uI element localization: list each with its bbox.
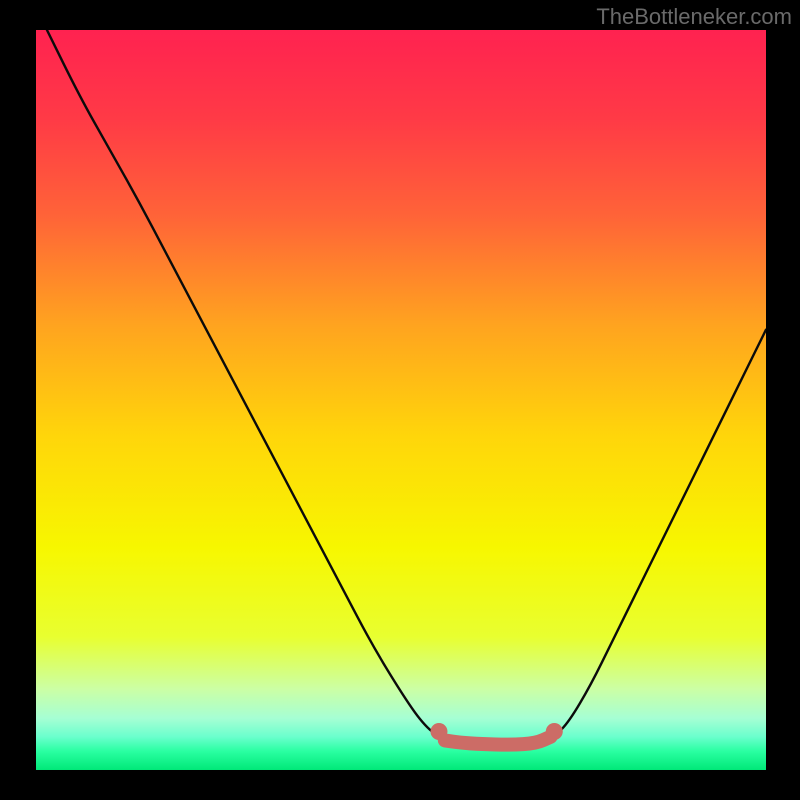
- highlight-start-dot: [430, 723, 447, 740]
- chart-area: [36, 30, 766, 770]
- optimal-range-highlight: [445, 737, 551, 745]
- gradient-background: [36, 30, 766, 770]
- chart-svg: [36, 30, 766, 770]
- highlight-end-dot: [546, 723, 563, 740]
- watermark-text: TheBottleneker.com: [596, 4, 792, 30]
